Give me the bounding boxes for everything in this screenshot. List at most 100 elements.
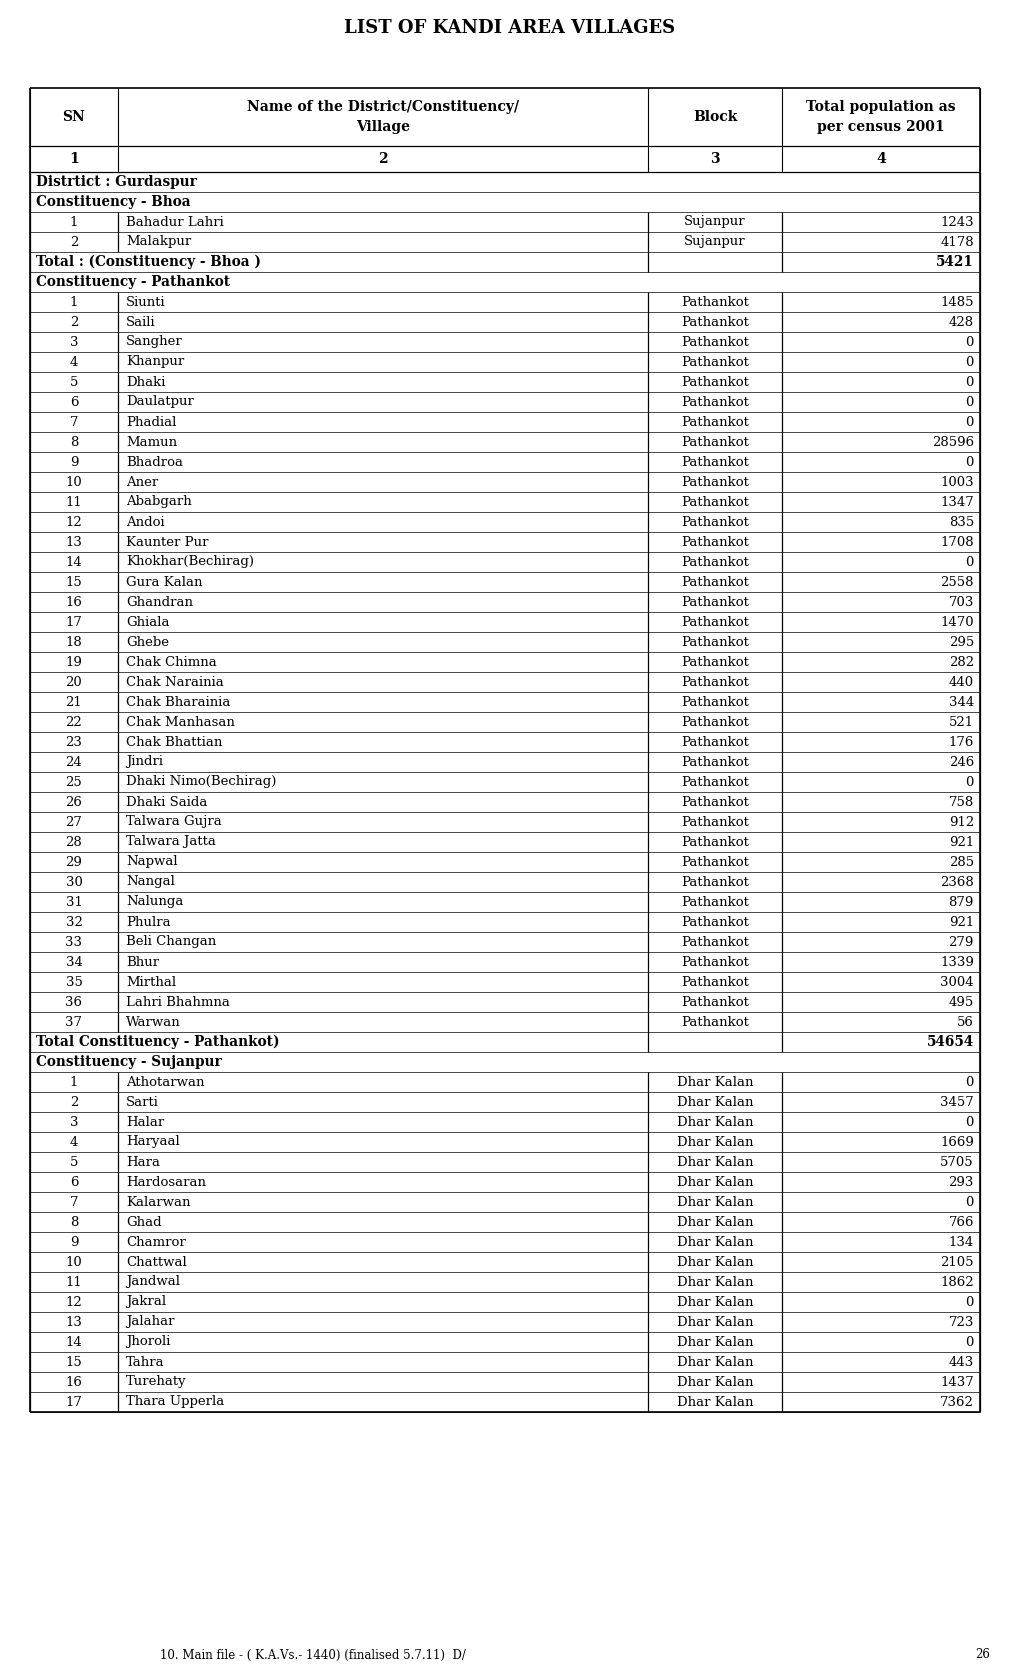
Text: 4: 4 — [69, 356, 78, 368]
Text: 32: 32 — [65, 916, 83, 929]
Text: Pathankot: Pathankot — [681, 996, 748, 1008]
Text: Jalahar: Jalahar — [126, 1315, 174, 1329]
Text: Pathankot: Pathankot — [681, 316, 748, 329]
Text: Pathankot: Pathankot — [681, 855, 748, 869]
Text: Pathankot: Pathankot — [681, 356, 748, 368]
Text: Total population as: Total population as — [805, 101, 955, 114]
Text: Constituency - Sujanpur: Constituency - Sujanpur — [36, 1055, 221, 1068]
Text: Pathankot: Pathankot — [681, 376, 748, 388]
Text: Chak Manhasan: Chak Manhasan — [126, 716, 234, 729]
Text: Pathankot: Pathankot — [681, 516, 748, 529]
Text: Malakpur: Malakpur — [126, 235, 192, 249]
Text: Haryaal: Haryaal — [126, 1136, 179, 1149]
Text: Name of the District/Constituency/: Name of the District/Constituency/ — [247, 101, 519, 114]
Text: 279: 279 — [948, 936, 973, 949]
Text: Hardosaran: Hardosaran — [126, 1176, 206, 1188]
Text: 3457: 3457 — [940, 1095, 973, 1109]
Text: 6: 6 — [69, 1176, 78, 1188]
Text: 521: 521 — [948, 716, 973, 729]
Text: Dhar Kalan: Dhar Kalan — [676, 1136, 752, 1149]
Text: 15: 15 — [65, 576, 83, 588]
Text: 56: 56 — [956, 1015, 973, 1028]
Text: Pathankot: Pathankot — [681, 655, 748, 669]
Text: 10. Main file - ( K.A.Vs.- 1440) (finalised 5.7.11)  D/: 10. Main file - ( K.A.Vs.- 1440) (finali… — [160, 1648, 466, 1662]
Text: 4: 4 — [875, 151, 886, 166]
Text: Pathankot: Pathankot — [681, 756, 748, 768]
Text: Kaunter Pur: Kaunter Pur — [126, 536, 208, 548]
Text: 28596: 28596 — [931, 435, 973, 449]
Text: Dhar Kalan: Dhar Kalan — [676, 1235, 752, 1248]
Text: Dhar Kalan: Dhar Kalan — [676, 1176, 752, 1188]
Text: 0: 0 — [965, 336, 973, 348]
Text: 921: 921 — [948, 916, 973, 929]
Text: Dhar Kalan: Dhar Kalan — [676, 1396, 752, 1408]
Text: 16: 16 — [65, 1376, 83, 1388]
Text: 2368: 2368 — [940, 875, 973, 889]
Text: Pathankot: Pathankot — [681, 556, 748, 568]
Text: 11: 11 — [65, 1275, 83, 1289]
Text: Block: Block — [692, 109, 737, 124]
Text: 22: 22 — [65, 716, 83, 729]
Text: 1470: 1470 — [940, 615, 973, 628]
Text: Napwal: Napwal — [126, 855, 177, 869]
Text: 2558: 2558 — [940, 576, 973, 588]
Text: Dhaki Saida: Dhaki Saida — [126, 796, 207, 808]
Text: 9: 9 — [69, 455, 78, 469]
Text: 17: 17 — [65, 615, 83, 628]
Text: 0: 0 — [965, 1295, 973, 1309]
Text: 2: 2 — [69, 316, 78, 329]
Text: Dhaki: Dhaki — [126, 376, 165, 388]
Text: 13: 13 — [65, 536, 83, 548]
Text: 134: 134 — [948, 1235, 973, 1248]
Text: 9: 9 — [69, 1235, 78, 1248]
Text: 37: 37 — [65, 1015, 83, 1028]
Text: Pathankot: Pathankot — [681, 455, 748, 469]
Text: 0: 0 — [965, 455, 973, 469]
Text: 16: 16 — [65, 595, 83, 608]
Text: 11: 11 — [65, 496, 83, 509]
Text: 1339: 1339 — [940, 956, 973, 968]
Text: 0: 0 — [965, 395, 973, 408]
Text: 912: 912 — [948, 815, 973, 828]
Text: 1708: 1708 — [940, 536, 973, 548]
Text: Dhar Kalan: Dhar Kalan — [676, 1336, 752, 1349]
Text: 5705: 5705 — [940, 1156, 973, 1169]
Text: 295: 295 — [948, 635, 973, 648]
Text: Phadial: Phadial — [126, 415, 176, 428]
Text: Pathankot: Pathankot — [681, 395, 748, 408]
Text: Talwara Gujra: Talwara Gujra — [126, 815, 221, 828]
Text: Chak Narainia: Chak Narainia — [126, 675, 223, 689]
Text: Pathankot: Pathankot — [681, 296, 748, 309]
Text: 12: 12 — [65, 516, 83, 529]
Text: 1437: 1437 — [940, 1376, 973, 1388]
Text: 36: 36 — [65, 996, 83, 1008]
Text: 246: 246 — [948, 756, 973, 768]
Text: Pathankot: Pathankot — [681, 895, 748, 909]
Text: 15: 15 — [65, 1356, 83, 1369]
Text: Pathankot: Pathankot — [681, 576, 748, 588]
Text: Lahri Bhahmna: Lahri Bhahmna — [126, 996, 229, 1008]
Text: Gura Kalan: Gura Kalan — [126, 576, 203, 588]
Text: 26: 26 — [974, 1648, 989, 1662]
Text: Ababgarh: Ababgarh — [126, 496, 192, 509]
Text: Constituency - Bhoa: Constituency - Bhoa — [36, 195, 191, 208]
Text: 2: 2 — [69, 1095, 78, 1109]
Text: Village: Village — [356, 119, 410, 134]
Text: Dhaki Nimo(Bechirag): Dhaki Nimo(Bechirag) — [126, 776, 276, 788]
Text: 0: 0 — [965, 776, 973, 788]
Text: Dhar Kalan: Dhar Kalan — [676, 1376, 752, 1388]
Text: 2: 2 — [378, 151, 387, 166]
Text: 0: 0 — [965, 556, 973, 568]
Text: Bhur: Bhur — [126, 956, 159, 968]
Text: 28: 28 — [65, 835, 83, 848]
Text: 1: 1 — [69, 1075, 78, 1089]
Text: 24: 24 — [65, 756, 83, 768]
Text: Mirthal: Mirthal — [126, 976, 176, 988]
Text: Talwara Jatta: Talwara Jatta — [126, 835, 216, 848]
Text: Pathankot: Pathankot — [681, 796, 748, 808]
Text: 723: 723 — [948, 1315, 973, 1329]
Text: Dhar Kalan: Dhar Kalan — [676, 1295, 752, 1309]
Text: Sujanpur: Sujanpur — [684, 215, 745, 228]
Text: Sangher: Sangher — [126, 336, 182, 348]
Text: Chak Bhattian: Chak Bhattian — [126, 736, 222, 749]
